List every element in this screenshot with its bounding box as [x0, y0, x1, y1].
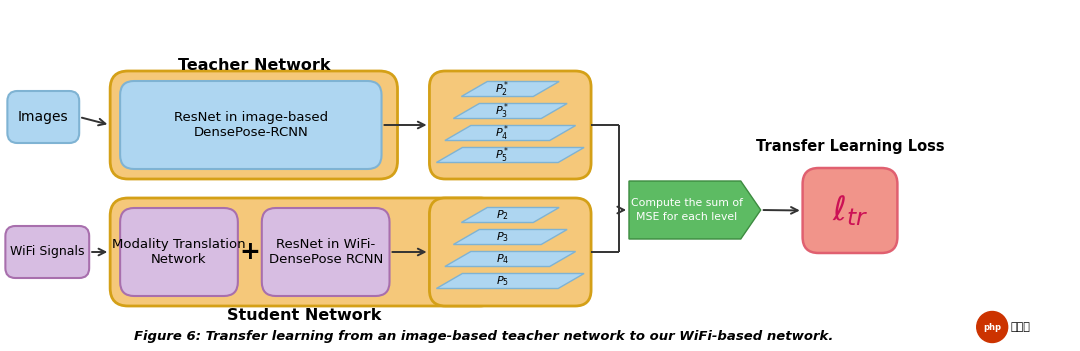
Polygon shape — [445, 126, 576, 140]
Polygon shape — [461, 81, 559, 97]
Polygon shape — [436, 273, 584, 289]
Polygon shape — [445, 252, 576, 266]
Text: ResNet in image-based
DensePose-RCNN: ResNet in image-based DensePose-RCNN — [174, 111, 328, 139]
Polygon shape — [454, 104, 567, 119]
Text: $P_3$: $P_3$ — [496, 230, 509, 244]
Text: Student Network: Student Network — [227, 307, 381, 323]
Polygon shape — [629, 181, 760, 239]
Text: Images: Images — [18, 110, 69, 124]
FancyBboxPatch shape — [261, 208, 390, 296]
FancyBboxPatch shape — [5, 226, 90, 278]
FancyBboxPatch shape — [430, 71, 591, 179]
FancyBboxPatch shape — [110, 198, 497, 306]
Polygon shape — [461, 207, 559, 223]
Polygon shape — [436, 147, 584, 163]
FancyBboxPatch shape — [802, 168, 897, 253]
FancyBboxPatch shape — [120, 208, 238, 296]
Text: ResNet in WiFi-
DensePose RCNN: ResNet in WiFi- DensePose RCNN — [269, 238, 382, 266]
Text: $P_4^*$: $P_4^*$ — [495, 123, 510, 143]
Text: 中文网: 中文网 — [1010, 322, 1030, 332]
Text: $P_3^*$: $P_3^*$ — [495, 101, 510, 121]
Text: $P_2^*$: $P_2^*$ — [495, 79, 510, 99]
Text: $P_2$: $P_2$ — [496, 208, 509, 222]
Text: Transfer Learning Loss: Transfer Learning Loss — [756, 139, 945, 154]
Text: $P_4$: $P_4$ — [496, 252, 509, 266]
Text: Teacher Network: Teacher Network — [177, 58, 330, 73]
Polygon shape — [454, 230, 567, 245]
FancyBboxPatch shape — [110, 71, 397, 179]
Text: +: + — [240, 240, 260, 264]
Text: Figure 6: Transfer learning from an image-based teacher network to our WiFi-base: Figure 6: Transfer learning from an imag… — [134, 330, 833, 343]
Text: Modality Translation
Network: Modality Translation Network — [112, 238, 246, 266]
Circle shape — [976, 311, 1008, 343]
Text: $P_5^*$: $P_5^*$ — [495, 145, 510, 165]
FancyBboxPatch shape — [120, 81, 381, 169]
Text: WiFi Signals: WiFi Signals — [10, 245, 84, 258]
Text: $\ell_{tr}$: $\ell_{tr}$ — [832, 193, 868, 228]
FancyBboxPatch shape — [430, 198, 591, 306]
Text: Compute the sum of
MSE for each level: Compute the sum of MSE for each level — [631, 198, 743, 222]
FancyBboxPatch shape — [8, 91, 79, 143]
Text: $P_5$: $P_5$ — [496, 274, 509, 288]
Text: php: php — [983, 323, 1001, 331]
